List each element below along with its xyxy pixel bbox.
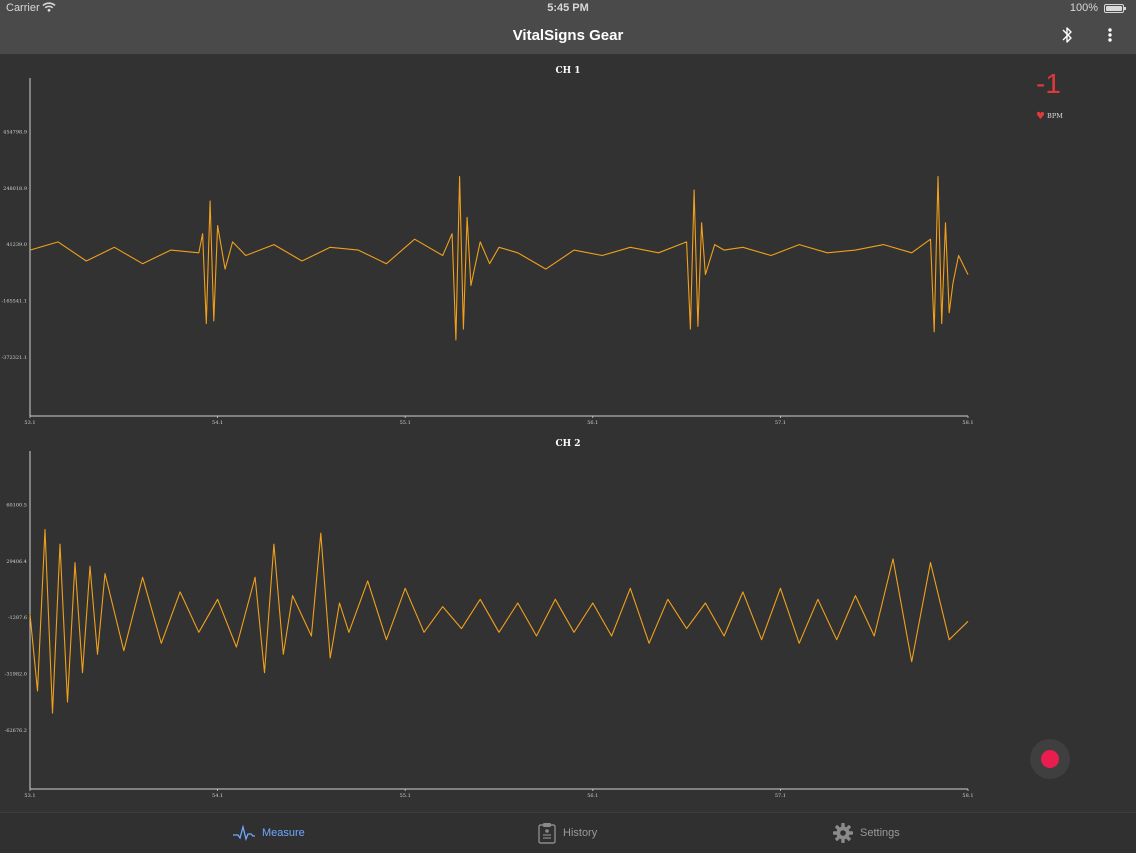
ch1-x-tick-label: 54.1: [212, 420, 223, 426]
ch2-title: CH 2: [555, 439, 581, 449]
ch2-signal-trace: [29, 528, 969, 714]
ch1-y-tick-label: 248018.9: [3, 186, 27, 192]
carrier-label: Carrier: [6, 2, 40, 14]
tab-settings-label: Settings: [860, 827, 900, 839]
gear-icon: [833, 823, 853, 843]
ch1-x-tick-label: 55.1: [400, 420, 411, 426]
tab-bar: Measure History Settings: [0, 812, 1136, 852]
tab-measure-label: Measure: [262, 827, 305, 839]
tab-history-label: History: [563, 827, 598, 839]
ch2-y-tick-label: 29406.4: [6, 559, 27, 565]
record-icon: [1041, 750, 1059, 768]
record-button[interactable]: [1030, 739, 1070, 779]
ch1-y-tick-label: -165541.1: [1, 299, 27, 305]
ch1-y-tick-label: 454798.9: [3, 130, 27, 136]
ch1-x-tick-label: 53.1: [24, 420, 35, 426]
tab-history[interactable]: History: [537, 813, 597, 853]
status-bar: Carrier 5:45 PM 100%: [0, 0, 1136, 18]
wifi-icon: [42, 2, 56, 15]
ch1-x-tick-label: 56.1: [587, 420, 598, 426]
more-vertical-icon[interactable]: [1102, 25, 1118, 45]
tab-settings[interactable]: Settings: [832, 813, 900, 853]
ch1-x-tick-label: 58.1: [962, 420, 973, 426]
battery-percent: 100%: [1069, 2, 1098, 14]
bpm-value: -1: [1036, 68, 1061, 99]
clipboard-icon: [538, 823, 556, 844]
ch1-signal-trace: [29, 175, 969, 341]
ch2-x-tick-label: 54.1: [212, 793, 223, 799]
ch1-title: CH 1: [555, 66, 581, 76]
ch2-x-tick-label: 58.1: [962, 793, 973, 799]
ch2-y-tick-label: -62676.2: [5, 728, 27, 734]
bpm-label: ♥ BPM: [1036, 111, 1063, 122]
heart-icon: ♥: [1036, 111, 1045, 122]
ch2-x-tick-label: 55.1: [400, 793, 411, 799]
ch2-chart: 60100.5 29406.4 -1287.6 -31982.0 -62676.2 53.…: [5, 451, 974, 799]
ch1-y-tick-label: -372321.1: [1, 355, 27, 361]
app-title: VitalSigns Gear: [512, 27, 624, 44]
navigation-bar: VitalSigns Gear: [0, 18, 1136, 54]
clock: 5:45 PM: [547, 2, 589, 14]
ch1-y-tick-label: 41239.0: [6, 242, 27, 248]
ecg-wave-icon: [233, 825, 255, 841]
ch1-chart: 454798.9 248018.9 41239.0 -165541.1 -372321.…: [1, 78, 974, 426]
ch2-y-tick-label: 60100.5: [6, 503, 27, 509]
ch2-y-tick-label: -1287.6: [8, 615, 27, 621]
ch2-y-tick-label: -31982.0: [5, 672, 27, 678]
bpm-unit: BPM: [1047, 112, 1063, 120]
ch2-x-tick-label: 53.1: [24, 793, 35, 799]
ch2-x-tick-label: 56.1: [587, 793, 598, 799]
tab-measure[interactable]: Measure: [232, 813, 305, 853]
ch2-x-tick-label: 57.1: [775, 793, 786, 799]
battery-icon: [1104, 4, 1126, 13]
bluetooth-icon[interactable]: [1058, 25, 1076, 45]
ch1-x-tick-label: 57.1: [775, 420, 786, 426]
